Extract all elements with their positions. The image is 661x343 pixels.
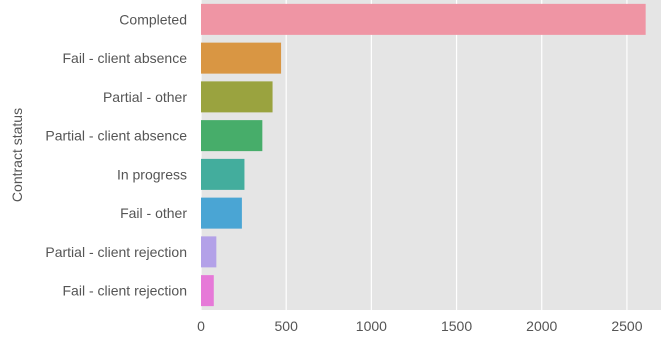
bar — [201, 197, 242, 229]
x-tick-label: 2000 — [526, 318, 557, 334]
x-tick-label: 500 — [275, 318, 299, 334]
y-tick-label: Fail - other — [120, 205, 187, 221]
y-tick-labels: Completed Fail - client absence Partial - … — [45, 11, 187, 298]
bar — [201, 158, 245, 190]
bar — [201, 275, 214, 307]
y-tick-label: Partial - other — [103, 89, 187, 105]
y-tick-label: Partial - client absence — [45, 128, 187, 144]
x-tick-label: 0 — [197, 318, 205, 334]
bar — [201, 236, 217, 268]
x-tick-label: 1000 — [356, 318, 387, 334]
x-tick-label: 1500 — [441, 318, 472, 334]
y-axis-label: Contract status — [9, 108, 25, 202]
bar — [201, 3, 646, 35]
y-tick-label: Completed — [119, 11, 187, 27]
y-tick-label: Fail - client rejection — [63, 283, 188, 299]
bars — [201, 3, 646, 307]
x-tick-labels: 0 500 1000 1500 2000 2500 — [197, 318, 643, 334]
bar — [201, 42, 282, 74]
y-tick-label: In progress — [117, 166, 187, 182]
y-tick-label: Partial - client rejection — [45, 244, 187, 260]
bar — [201, 81, 273, 113]
x-tick-label: 2500 — [611, 318, 642, 334]
bar — [201, 120, 263, 152]
y-tick-label: Fail - client absence — [62, 50, 187, 66]
